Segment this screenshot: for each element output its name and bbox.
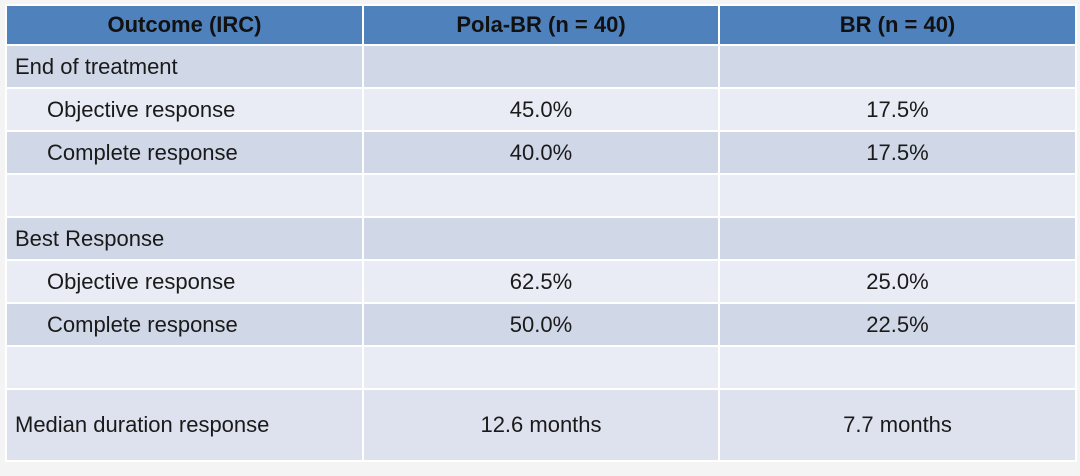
header-cell: Pola-BR (n = 40) bbox=[362, 4, 720, 46]
table: Outcome (IRC) Pola-BR (n = 40) BR (n = 4… bbox=[5, 4, 1077, 462]
cell: 45.0% bbox=[362, 87, 720, 132]
cell: 25.0% bbox=[718, 259, 1077, 304]
row-label: Objective response bbox=[5, 87, 364, 132]
cell: 12.6 months bbox=[362, 388, 720, 462]
row: Objective response 45.0% 17.5% bbox=[5, 87, 1077, 132]
cell bbox=[362, 44, 720, 89]
row-label: Objective response bbox=[5, 259, 364, 304]
header-cell: BR (n = 40) bbox=[718, 4, 1077, 46]
row: Best Response bbox=[5, 216, 1077, 261]
cell bbox=[718, 44, 1077, 89]
cell: 50.0% bbox=[362, 302, 720, 347]
cell: 22.5% bbox=[718, 302, 1077, 347]
cell: 62.5% bbox=[362, 259, 720, 304]
row-label: Complete response bbox=[5, 302, 364, 347]
cell bbox=[718, 216, 1077, 261]
section-label: Best Response bbox=[5, 216, 364, 261]
row-label: Median duration response bbox=[5, 388, 364, 462]
header-row: Outcome (IRC) Pola-BR (n = 40) BR (n = 4… bbox=[5, 4, 1077, 46]
row: Median duration response 12.6 months 7.7… bbox=[5, 388, 1077, 462]
cell: 17.5% bbox=[718, 130, 1077, 175]
cell: 7.7 months bbox=[718, 388, 1077, 462]
section-label: End of treatment bbox=[5, 44, 364, 89]
cell bbox=[362, 216, 720, 261]
empty-row bbox=[5, 345, 1077, 390]
cell: 17.5% bbox=[718, 87, 1077, 132]
row-label: Complete response bbox=[5, 130, 364, 175]
header-cell: Outcome (IRC) bbox=[5, 4, 364, 46]
row: Objective response 62.5% 25.0% bbox=[5, 259, 1077, 304]
row: End of treatment bbox=[5, 44, 1077, 89]
cell: 40.0% bbox=[362, 130, 720, 175]
row: Complete response 40.0% 17.5% bbox=[5, 130, 1077, 175]
empty-row bbox=[5, 173, 1077, 218]
row: Complete response 50.0% 22.5% bbox=[5, 302, 1077, 347]
